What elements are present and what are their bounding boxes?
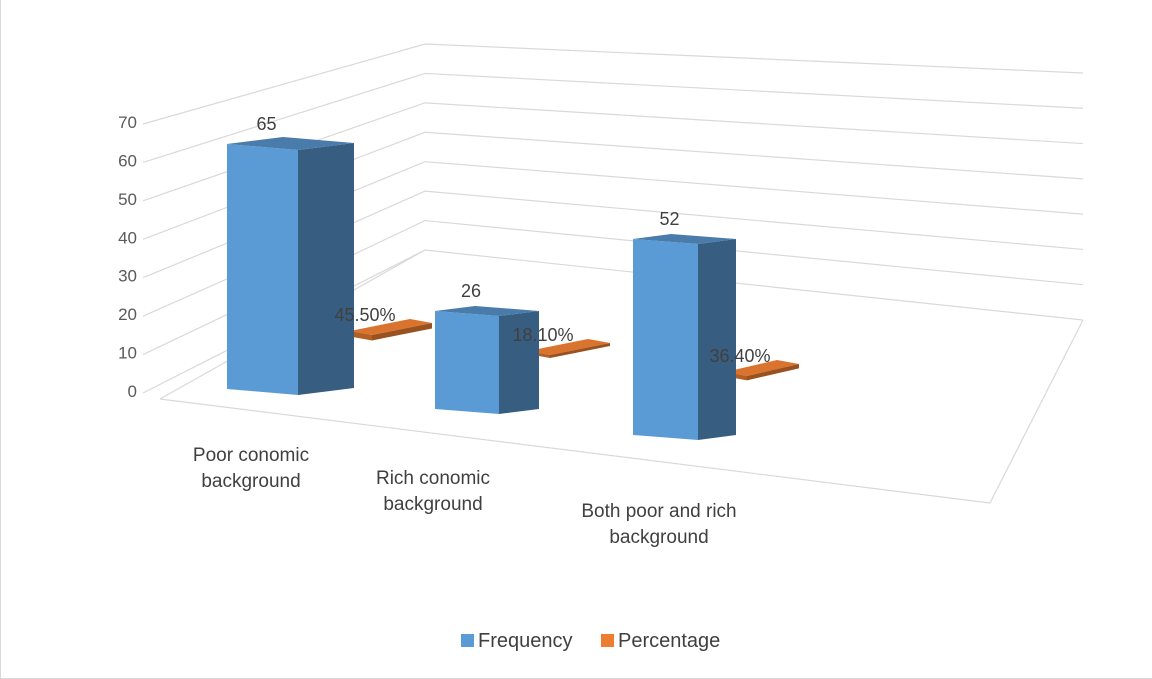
y-tick-label: 60 [118, 151, 137, 170]
front-floor-edge [159, 398, 991, 504]
legend-swatch-percentage [601, 634, 614, 647]
y-tick-label: 20 [118, 305, 137, 324]
frequency-data-label: 52 [659, 209, 679, 229]
percentage-bar-side [550, 343, 610, 358]
category-label: Poor conomic background [193, 445, 309, 492]
percentage-bar-top [725, 360, 799, 376]
frequency-bar-top [435, 305, 539, 316]
percentage-data-label: 18.10% [512, 325, 573, 345]
y-tick-label: 10 [118, 344, 137, 363]
y-tick-label: 70 [118, 113, 137, 132]
category-label: Rich conomic background [376, 468, 490, 515]
frequency-bar-front [435, 310, 499, 414]
category-label-line: Rich conomic [376, 468, 490, 489]
y-axis-ticks: 0 10 20 30 40 50 60 70 [118, 113, 137, 401]
legend-swatch-frequency [461, 634, 474, 647]
legend-label-percentage: Percentage [618, 630, 720, 652]
frequency-data-label: 65 [256, 114, 276, 134]
y-tick-label: 40 [118, 228, 137, 247]
percentage-data-label: 45.50% [334, 305, 395, 325]
y-tick-label: 30 [118, 267, 137, 286]
frequency-bar-top [227, 136, 354, 150]
y-tick-label: 0 [128, 382, 137, 401]
percentage-bar-front [350, 331, 372, 341]
category-label-line: Both poor and rich [581, 501, 736, 522]
gridline [142, 43, 1084, 125]
right-floor-edge [989, 319, 1084, 504]
bars [227, 136, 799, 440]
category-label-line: background [609, 527, 708, 548]
category-label-line: background [383, 494, 482, 515]
percentage-bar-side [372, 323, 432, 341]
percentage-bar-side [747, 364, 799, 381]
gridline [142, 72, 1084, 164]
frequency-bar-side [698, 238, 736, 440]
frequency-bar-top [633, 233, 736, 244]
category-label: Both poor and rich background [581, 501, 736, 548]
percentage-bar-top [528, 339, 610, 355]
gridlines [142, 43, 1084, 394]
percentage-bar-top [350, 319, 432, 335]
frequency-bar-side [499, 310, 539, 414]
frequency-bar-front [633, 238, 698, 440]
data-labels: 65 26 52 45.50% 18.10% 36.40% [256, 114, 770, 366]
frequency-data-label: 26 [461, 281, 481, 301]
y-tick-label: 50 [118, 190, 137, 209]
legend-label-frequency: Frequency [478, 630, 573, 652]
frequency-bar-front [227, 143, 298, 395]
frequency-bar-side [298, 142, 354, 395]
category-labels: Poor conomic background Rich conomic backgr… [193, 445, 737, 548]
category-label-line: Poor conomic [193, 445, 309, 466]
legend: Frequency Percentage [461, 630, 720, 652]
percentage-data-label: 36.40% [709, 346, 770, 366]
category-label-line: background [201, 471, 300, 492]
